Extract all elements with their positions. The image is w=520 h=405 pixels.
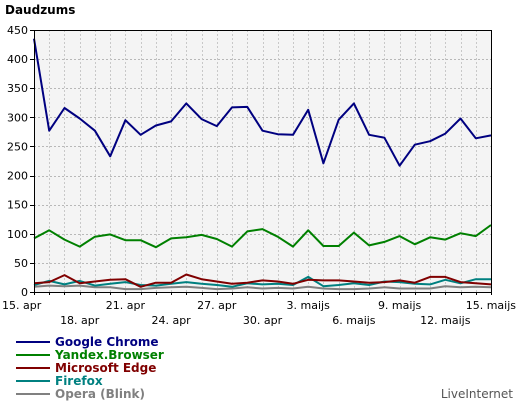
series-line-google-chrome (33, 38, 492, 167)
credit-label: LiveInternet (441, 387, 513, 401)
legend-label: Opera (Blink) (55, 387, 145, 401)
y-tick-label: 350 (7, 82, 28, 95)
series-line-microsoft-edge (33, 273, 492, 288)
y-tick-label: 400 (7, 53, 28, 66)
y-axis: 0 50 100 150 200 250 300 350 400 450 (7, 24, 34, 299)
legend-label: Yandex.Browser (54, 348, 164, 362)
y-axis-title: Daudzums (5, 3, 75, 17)
x-axis: 15. apr 18. apr 21. apr 24. apr 27. apr 30. a… (2, 292, 516, 327)
x-tick-label: 15. maijs (466, 299, 517, 312)
x-tick-label: 9. maijs (378, 299, 422, 312)
y-tick-label: 450 (7, 24, 28, 37)
plot-area (34, 30, 491, 292)
series-line-firefox (33, 275, 491, 288)
y-tick-label: 0 (21, 286, 28, 299)
x-tick-label: 18. apr (60, 314, 100, 327)
x-tick-label: 3. maijs (287, 299, 331, 312)
legend-label: Firefox (55, 374, 103, 388)
legend-label: Microsoft Edge (55, 361, 156, 375)
x-tick-label: 12. maijs (420, 314, 471, 327)
legend-label: Google Chrome (55, 335, 159, 349)
x-tick-label: 21. apr (106, 299, 146, 312)
series-line-yandex-browser (33, 224, 492, 249)
y-tick-label: 50 (14, 257, 28, 270)
x-tick-label: 30. apr (243, 314, 283, 327)
y-tick-label: 100 (7, 228, 28, 241)
x-tick-label: 27. apr (197, 299, 237, 312)
series-line-opera-blink (33, 284, 492, 291)
y-tick-label: 150 (7, 199, 28, 212)
y-tick-label: 200 (7, 170, 28, 183)
y-tick-label: 300 (7, 111, 28, 124)
x-tick-label: 15. apr (2, 299, 42, 312)
y-tick-label: 250 (7, 140, 28, 153)
series-lines (33, 38, 492, 291)
x-tick-label: 6. maijs (332, 314, 376, 327)
x-tick-label: 24. apr (151, 314, 191, 327)
